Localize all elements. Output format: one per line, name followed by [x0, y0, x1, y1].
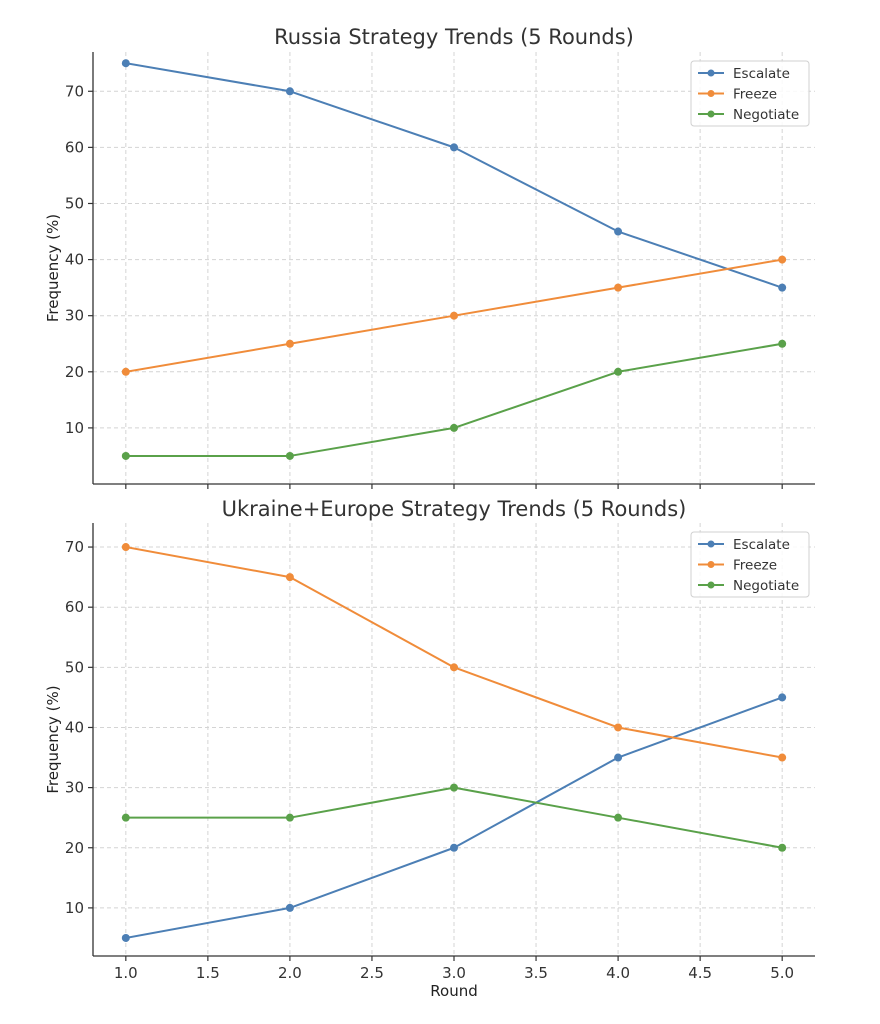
x-tick-label: 3.5 — [524, 964, 548, 982]
legend-label: Freeze — [733, 87, 777, 103]
y-tick-label: 40 — [65, 718, 84, 736]
data-point-negotiate — [285, 451, 294, 460]
y-tick-label: 30 — [65, 779, 84, 797]
x-tick-label: 1.5 — [196, 964, 220, 982]
data-point-escalate — [121, 59, 130, 68]
legend-swatch-marker — [707, 110, 715, 118]
chart-title: Russia Strategy Trends (5 Rounds) — [274, 25, 634, 49]
y-tick-label: 70 — [65, 538, 84, 556]
data-point-escalate — [614, 227, 623, 236]
legend-label: Negotiate — [733, 107, 799, 123]
y-axis-label: Frequency (%) — [44, 214, 62, 322]
russia-chart: Russia Strategy Trends (5 Rounds) 10 20 30 4… — [44, 25, 815, 489]
data-point-negotiate — [778, 843, 787, 852]
data-point-negotiate — [450, 783, 458, 792]
data-point-escalate — [450, 843, 458, 852]
x-tick-label: 5.0 — [770, 964, 794, 982]
y-tick-label: 40 — [65, 251, 84, 269]
y-tick-label: 30 — [65, 307, 84, 325]
data-point-negotiate — [778, 339, 787, 348]
x-tick-label: 4.0 — [606, 964, 630, 982]
y-tick-label: 10 — [65, 419, 84, 437]
data-point-freeze — [778, 255, 787, 264]
data-point-escalate — [778, 283, 787, 292]
x-axis-label: Round — [430, 982, 477, 1000]
data-point-negotiate — [121, 813, 130, 822]
x-tick-label: 2.5 — [360, 964, 384, 982]
x-tick-label: 3.0 — [442, 964, 466, 982]
data-point-freeze — [285, 339, 294, 348]
ukraine-europe-chart: Ukraine+Europe Strategy Trends (5 Rounds… — [44, 497, 815, 1000]
data-point-negotiate — [121, 451, 130, 460]
data-point-freeze — [121, 367, 130, 376]
data-point-freeze — [614, 283, 623, 292]
legend-label: Escalate — [733, 66, 790, 82]
x-tick-label: 4.5 — [688, 964, 712, 982]
y-tick-label: 50 — [65, 658, 84, 676]
data-point-negotiate — [450, 423, 458, 432]
data-point-freeze — [450, 663, 458, 672]
y-axis-label: Frequency (%) — [44, 685, 62, 793]
x-tick-label: 1.0 — [114, 964, 138, 982]
y-tick-label: 20 — [65, 839, 84, 857]
legend-swatch-marker — [707, 69, 715, 77]
data-point-negotiate — [614, 367, 623, 376]
data-point-escalate — [614, 753, 623, 762]
y-tick-label: 60 — [65, 598, 84, 616]
legend-box — [690, 60, 810, 127]
data-point-freeze — [121, 543, 130, 552]
legend-swatch-marker — [707, 540, 715, 548]
data-point-freeze — [450, 311, 458, 320]
data-point-freeze — [778, 753, 787, 762]
chart-title: Ukraine+Europe Strategy Trends (5 Rounds… — [222, 497, 687, 521]
legend-label: Escalate — [733, 537, 790, 553]
y-tick-label: 20 — [65, 363, 84, 381]
y-tick-label: 50 — [65, 194, 84, 212]
data-point-freeze — [614, 723, 623, 732]
legend-swatch-marker — [707, 90, 715, 97]
data-point-escalate — [121, 933, 130, 942]
legend-swatch-marker — [707, 581, 715, 589]
legend-swatch-marker — [707, 561, 715, 568]
legend-label: Negotiate — [733, 578, 799, 594]
data-point-freeze — [285, 573, 294, 582]
y-tick-label: 60 — [65, 138, 84, 156]
y-tick-label: 70 — [65, 82, 84, 100]
data-point-escalate — [450, 143, 458, 152]
y-tick-label: 10 — [65, 899, 84, 917]
legend-box — [690, 531, 810, 598]
data-point-negotiate — [614, 813, 623, 822]
x-tick-label: 2.0 — [278, 964, 302, 982]
data-point-escalate — [285, 87, 294, 96]
data-point-negotiate — [285, 813, 294, 822]
legend-label: Freeze — [733, 558, 777, 574]
data-point-escalate — [778, 693, 787, 702]
data-point-escalate — [285, 903, 294, 912]
